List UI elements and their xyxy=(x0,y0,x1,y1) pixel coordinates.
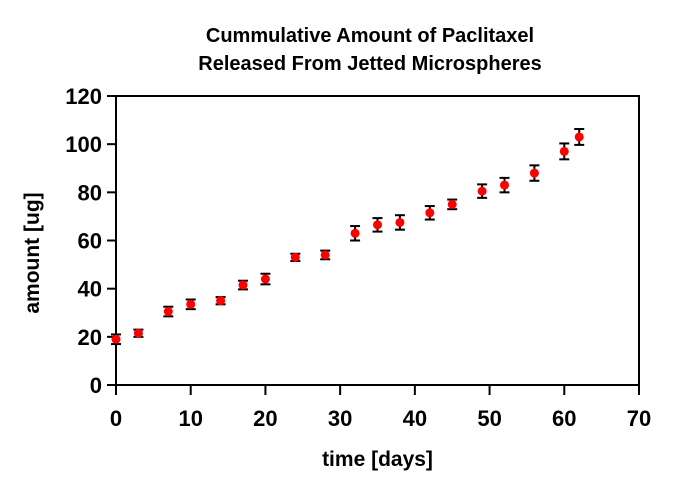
x-tick-label: 30 xyxy=(328,406,352,431)
data-point xyxy=(133,328,143,338)
data-point xyxy=(574,132,584,142)
x-tick-label: 10 xyxy=(178,406,202,431)
data-point xyxy=(425,208,435,218)
chart-title: Cummulative Amount of Paclitaxel Release… xyxy=(70,22,670,78)
data-point xyxy=(320,250,330,260)
y-axis-title: amount [ug] xyxy=(21,192,44,314)
y-tick-label: 80 xyxy=(78,180,102,205)
y-tick-label: 40 xyxy=(78,277,102,302)
data-point xyxy=(186,299,196,309)
data-point xyxy=(260,274,270,284)
y-tick-label: 0 xyxy=(90,373,102,398)
chart-title-line2: Released From Jetted Microspheres xyxy=(198,53,542,75)
y-tick-label: 60 xyxy=(78,229,102,254)
data-point xyxy=(529,168,539,178)
plot-frame xyxy=(115,95,640,386)
data-point xyxy=(350,228,360,238)
data-point xyxy=(163,307,173,317)
x-axis-title: time [days] xyxy=(322,448,433,471)
data-point xyxy=(447,199,457,209)
data-point xyxy=(395,217,405,227)
data-point xyxy=(559,146,569,156)
y-tick-label: 120 xyxy=(65,84,102,109)
x-tick-label: 0 xyxy=(110,406,122,431)
data-point xyxy=(238,280,248,290)
data-point xyxy=(111,334,121,344)
data-point xyxy=(216,296,226,306)
x-tick-label: 70 xyxy=(627,406,651,431)
chart-title-line1: Cummulative Amount of Paclitaxel xyxy=(205,25,535,47)
data-point xyxy=(500,180,510,190)
data-point xyxy=(477,186,487,196)
x-tick-label: 40 xyxy=(403,406,427,431)
x-tick-label: 20 xyxy=(253,406,277,431)
x-tick-label: 50 xyxy=(477,406,501,431)
data-point xyxy=(373,220,382,230)
y-tick-label: 20 xyxy=(78,325,102,350)
x-tick-label: 60 xyxy=(552,406,576,431)
data-point xyxy=(290,252,300,262)
y-tick-label: 100 xyxy=(65,132,102,157)
